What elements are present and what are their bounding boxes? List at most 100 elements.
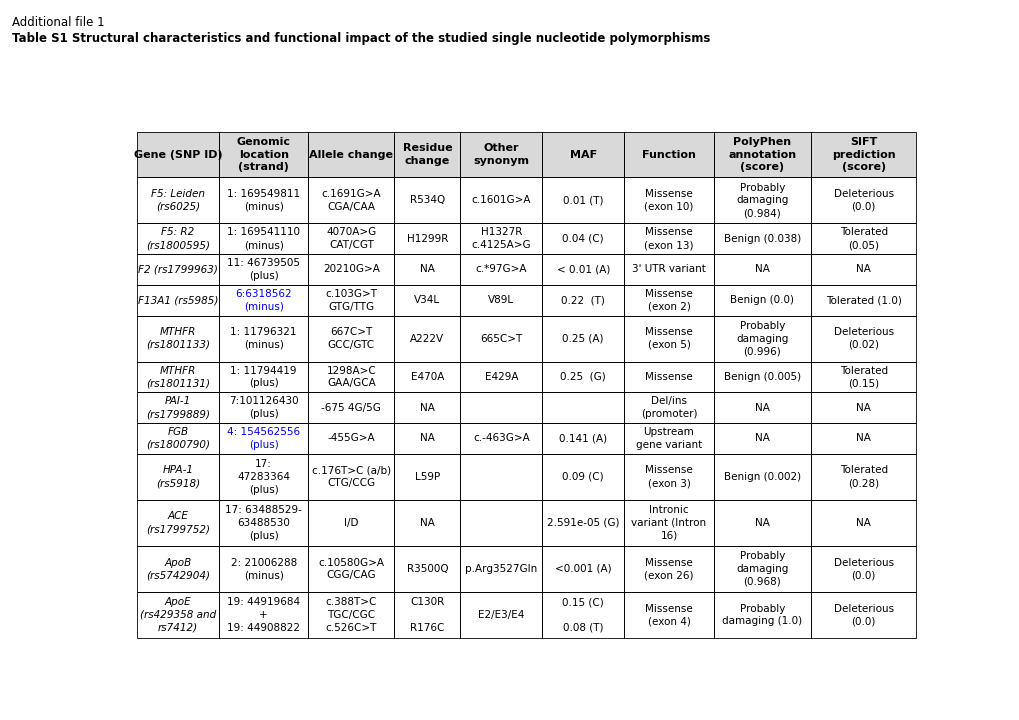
Text: C130R

R176C: C130R R176C [410, 597, 444, 633]
Bar [308, 454, 393, 500]
Bar [713, 285, 810, 315]
Text: < 0.01 (A): < 0.01 (A) [556, 264, 609, 274]
Bar [460, 454, 542, 500]
Text: 0.22  (T): 0.22 (T) [560, 295, 604, 305]
Bar [219, 177, 308, 223]
Text: 0.141 (A): 0.141 (A) [558, 433, 606, 444]
Bar [810, 223, 915, 254]
Bar [624, 223, 713, 254]
Text: Benign (0.038): Benign (0.038) [723, 234, 800, 244]
Text: E470A: E470A [411, 372, 443, 382]
Bar [460, 392, 542, 423]
Text: Missense
(exon 3): Missense (exon 3) [644, 465, 692, 488]
Bar [542, 500, 624, 546]
Bar [308, 315, 393, 361]
Bar [308, 223, 393, 254]
Bar [810, 423, 915, 454]
Text: F5: Leiden
(rs6025): F5: Leiden (rs6025) [151, 189, 205, 212]
Bar [460, 315, 542, 361]
Bar [713, 392, 810, 423]
Bar [542, 285, 624, 315]
Text: NA: NA [856, 433, 870, 444]
Bar [137, 177, 219, 223]
Bar [624, 132, 713, 177]
Text: Tolerated
(0.15): Tolerated (0.15) [839, 366, 887, 388]
Bar [137, 500, 219, 546]
Bar [542, 223, 624, 254]
Text: Other
synonym: Other synonym [473, 143, 529, 166]
Bar [219, 361, 308, 392]
Bar [219, 315, 308, 361]
Text: Intronic
variant (Intron
16): Intronic variant (Intron 16) [631, 505, 706, 541]
Text: Missense
(exon 10): Missense (exon 10) [644, 189, 693, 212]
Text: Probably
damaging (1.0): Probably damaging (1.0) [721, 603, 802, 626]
Text: Missense: Missense [644, 372, 692, 382]
Bar [219, 285, 308, 315]
Bar [713, 254, 810, 285]
Bar [393, 177, 460, 223]
Text: -675 4G/5G: -675 4G/5G [321, 402, 381, 413]
Bar [219, 254, 308, 285]
Bar [810, 177, 915, 223]
Bar [713, 361, 810, 392]
Bar [713, 454, 810, 500]
Bar [393, 546, 460, 592]
Bar [393, 254, 460, 285]
Bar [542, 546, 624, 592]
Text: R534Q: R534Q [410, 195, 444, 205]
Bar [624, 361, 713, 392]
Bar [810, 315, 915, 361]
Text: HPA-1
(rs5918): HPA-1 (rs5918) [156, 465, 200, 488]
Bar [810, 500, 915, 546]
Bar [810, 254, 915, 285]
Bar [308, 500, 393, 546]
Bar [308, 454, 393, 500]
Bar [460, 315, 542, 361]
Bar [713, 546, 810, 592]
Bar [624, 500, 713, 546]
Bar [460, 132, 542, 177]
Bar [542, 592, 624, 638]
Bar [393, 423, 460, 454]
Text: NA: NA [856, 518, 870, 528]
Bar [542, 423, 624, 454]
Bar [460, 500, 542, 546]
Text: Missense
(exon 13): Missense (exon 13) [644, 228, 693, 250]
Bar [219, 223, 308, 254]
Bar [713, 315, 810, 361]
Bar [810, 592, 915, 638]
Bar [460, 361, 542, 392]
Bar [137, 361, 219, 392]
Bar [393, 592, 460, 638]
Bar [308, 546, 393, 592]
Text: 1: 11794419
(plus): 1: 11794419 (plus) [230, 366, 297, 388]
Text: c.388T>C
TGC/CGC
c.526C>T: c.388T>C TGC/CGC c.526C>T [325, 597, 377, 633]
Bar [219, 392, 308, 423]
Bar [624, 592, 713, 638]
Bar [219, 423, 308, 454]
Bar [308, 254, 393, 285]
Bar [713, 177, 810, 223]
Text: 7:101126430
(plus): 7:101126430 (plus) [228, 396, 299, 419]
Bar [137, 361, 219, 392]
Bar [624, 177, 713, 223]
Bar [542, 223, 624, 254]
Text: I/D: I/D [343, 518, 359, 528]
Bar [393, 285, 460, 315]
Text: 0.15 (C)

0.08 (T): 0.15 (C) 0.08 (T) [561, 597, 603, 633]
Bar [137, 500, 219, 546]
Bar [393, 592, 460, 638]
Bar [137, 454, 219, 500]
Text: 0.25  (G): 0.25 (G) [559, 372, 605, 382]
Bar [542, 361, 624, 392]
Text: L59P: L59P [415, 472, 439, 482]
Bar [542, 546, 624, 592]
Text: 17:
47283364
(plus): 17: 47283364 (plus) [236, 459, 289, 495]
Bar [810, 132, 915, 177]
Bar [810, 223, 915, 254]
Bar [137, 592, 219, 638]
Bar [624, 454, 713, 500]
Bar [137, 592, 219, 638]
Bar [393, 223, 460, 254]
Text: 0.09 (C): 0.09 (C) [561, 472, 603, 482]
